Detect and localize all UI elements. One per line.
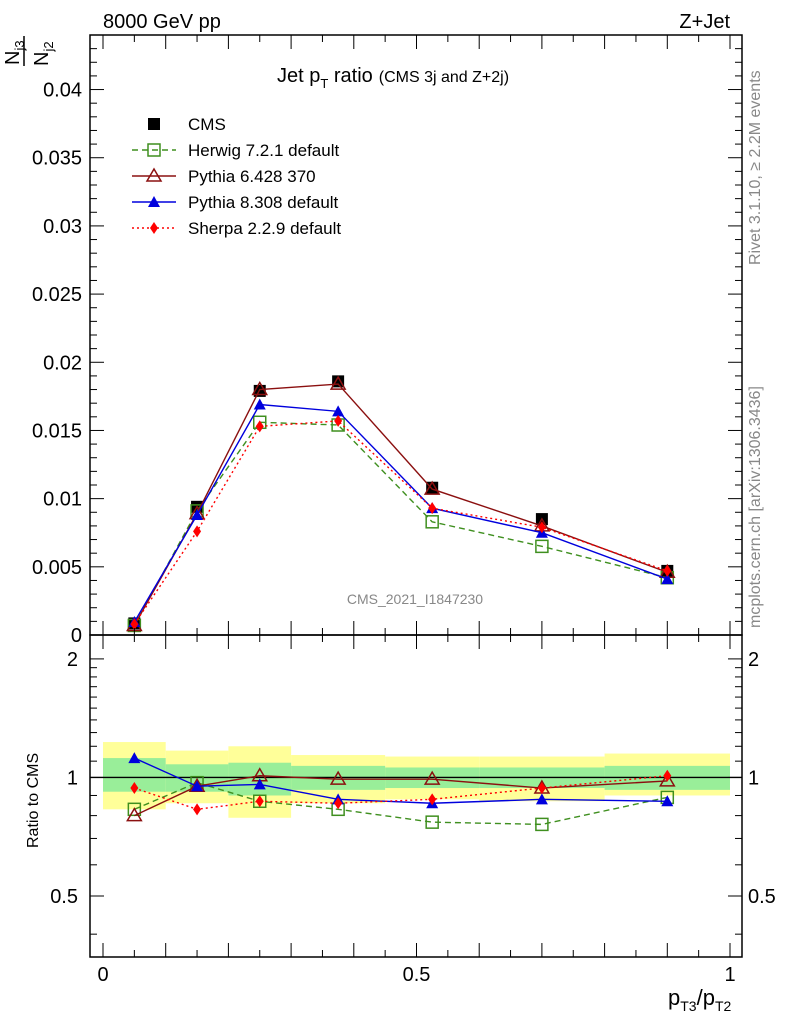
ratio-y-tick-label-right: 2 — [748, 649, 759, 671]
main-y-tick-label: 0.02 — [43, 352, 82, 374]
data-point-pythia-8-308-default — [661, 573, 674, 585]
process-label: Z+Jet — [679, 11, 730, 33]
ratio-series-lines — [90, 752, 742, 832]
rivet-label: Rivet 3.1.10, ≥ 2.2M events — [747, 70, 764, 265]
legend-marker — [145, 167, 163, 182]
data-point-herwig-7-2-1-default — [535, 539, 549, 554]
ratio-line-herwig-7-2-1-default — [134, 781, 668, 826]
mcplots-label: mcplots.cern.ch [arXiv:1306.3436] — [747, 386, 764, 628]
data-point-pythia-6-428-370 — [329, 375, 347, 390]
ratio-y-tick-label-right: 1 — [748, 767, 759, 789]
ratio-y-tick-label-right: 0.5 — [748, 886, 776, 908]
legend-label: Sherpa 2.2.9 default — [188, 219, 341, 238]
main-y-tick-label: 0.01 — [43, 489, 82, 511]
ratio-point-pythia-8-308-default — [128, 752, 141, 764]
ratio-point-sherpa-2-2-9-default — [130, 782, 139, 795]
main-y-tick-label: 0.025 — [32, 284, 82, 306]
main-y-tick-label: 0.035 — [32, 148, 82, 170]
ratio-point-sherpa-2-2-9-default — [537, 782, 546, 795]
x-tick-label: 1 — [724, 964, 735, 986]
legend-marker — [150, 222, 158, 234]
plot-title: Jet pT ratio (CMS 3j and Z+2j) — [277, 65, 509, 91]
legend-item-herwig-7-2-1-default: Herwig 7.2.1 default — [132, 141, 339, 160]
legend-marker — [147, 143, 161, 157]
main-y-tick-label: 0 — [71, 625, 82, 647]
ratio-y-tick-label-left: 2 — [67, 649, 78, 671]
ratio-point-sherpa-2-2-9-default — [663, 769, 672, 782]
y-axis-label-main: Nj3 Nj2 — [2, 36, 56, 66]
x-axis-label: pT3/pT2 — [668, 985, 732, 1014]
ratio-point-pythia-6-428-370 — [423, 770, 441, 785]
ratio-point-pythia-8-308-default — [661, 795, 674, 807]
data-point-pythia-8-308-default — [253, 398, 266, 410]
axis-ticks: 0 0.005 0.01 0.015 0.02 0.025 0.03 0.035 0.04 0 0.… — [32, 34, 776, 986]
ratio-point-sherpa-2-2-9-default — [334, 797, 343, 810]
ratio-point-pythia-6-428-370 — [658, 772, 676, 787]
ratio-point-pythia-8-308-default — [191, 780, 204, 792]
ratio-point-sherpa-2-2-9-default — [193, 803, 202, 816]
data-point-sherpa-2-2-9-default — [130, 618, 139, 631]
legend-label: CMS — [188, 115, 226, 134]
main-y-tick-label: 0.04 — [43, 80, 82, 102]
y-axis-label-ratio: Ratio to CMS — [25, 753, 42, 848]
x-tick-label: 0 — [97, 964, 108, 986]
legend-marker — [148, 118, 160, 130]
data-point-sherpa-2-2-9-default — [193, 525, 202, 538]
data-point-sherpa-2-2-9-default — [663, 564, 672, 577]
main-series-lines — [126, 375, 676, 633]
ratio-point-pythia-6-428-370 — [126, 807, 143, 822]
y-label-numerator: Nj3 — [2, 40, 27, 65]
data-point-pythia-8-308-default — [191, 509, 204, 520]
legend-item-cms: CMS — [148, 115, 226, 134]
data-point-pythia-8-308-default — [332, 405, 345, 417]
data-point-pythia-6-428-370 — [251, 381, 269, 396]
legend-label: Pythia 6.428 370 — [188, 167, 316, 186]
data-point-sherpa-2-2-9-default — [334, 414, 343, 427]
ratio-point-pythia-6-428-370 — [329, 770, 347, 785]
legend-item-pythia-8-308-default: Pythia 8.308 default — [132, 193, 339, 212]
y-label-denominator: Nj2 — [31, 41, 56, 66]
data-point-pythia-6-428-370 — [423, 480, 441, 495]
legend: CMS Herwig 7.2.1 default Pythia 6.428 370 P… — [132, 115, 341, 238]
x-tick-label: 0.5 — [403, 964, 431, 986]
legend-item-sherpa-2-2-9-default: Sherpa 2.2.9 default — [132, 219, 341, 238]
legend-marker — [148, 196, 160, 207]
ratio-point-herwig-7-2-1-default — [425, 815, 439, 829]
data-point-sherpa-2-2-9-default — [537, 521, 546, 534]
analysis-id-label: CMS_2021_I1847230 — [347, 591, 483, 607]
legend-item-pythia-6-428-370: Pythia 6.428 370 — [132, 167, 316, 186]
ratio-point-sherpa-2-2-9-default — [428, 793, 437, 806]
beam-label: 8000 GeV pp — [103, 11, 221, 33]
ratio-point-pythia-8-308-default — [253, 778, 266, 790]
ratio-point-pythia-8-308-default — [535, 793, 548, 805]
data-point-herwig-7-2-1-default — [425, 515, 439, 529]
legend-label: Herwig 7.2.1 default — [188, 141, 339, 160]
data-point-sherpa-2-2-9-default — [255, 420, 264, 433]
main-y-tick-label: 0.015 — [32, 420, 82, 442]
legend-label: Pythia 8.308 default — [188, 193, 339, 212]
main-y-tick-label: 0.03 — [43, 216, 82, 238]
ratio-point-sherpa-2-2-9-default — [255, 795, 264, 808]
ratio-y-tick-label-left: 1 — [67, 767, 78, 789]
data-point-sherpa-2-2-9-default — [428, 502, 437, 515]
main-y-tick-label: 0.005 — [32, 557, 82, 579]
ratio-y-tick-label-left: 0.5 — [50, 886, 78, 908]
ratio-point-herwig-7-2-1-default — [535, 817, 549, 832]
